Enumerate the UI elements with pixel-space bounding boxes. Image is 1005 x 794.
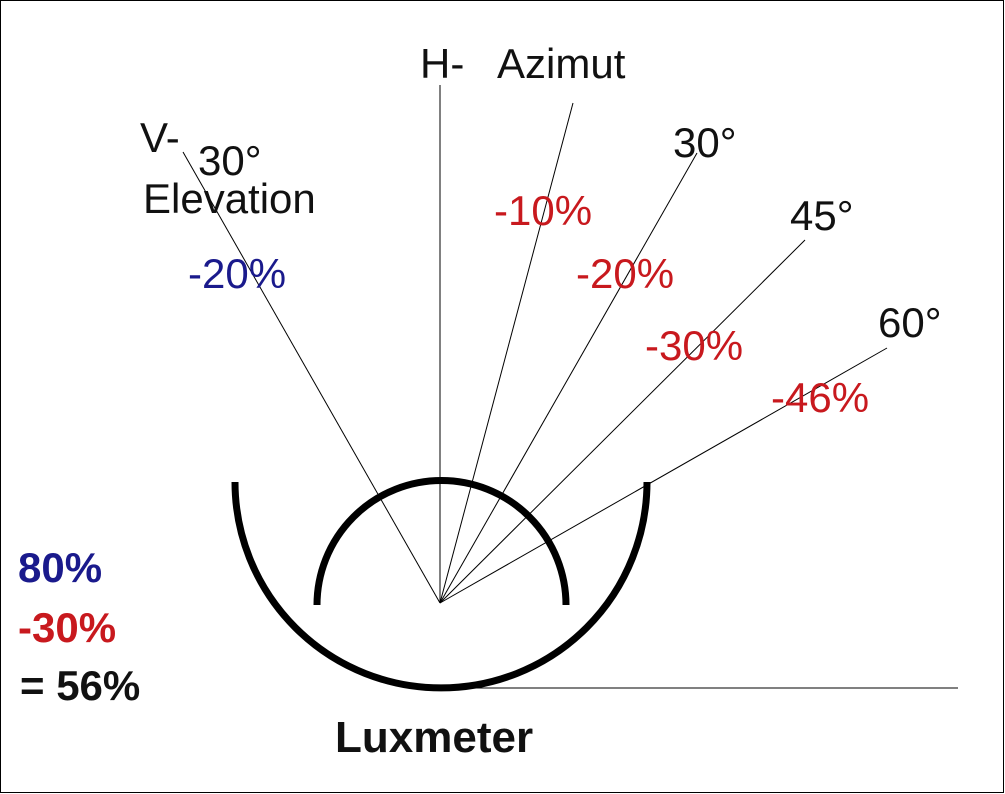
title: Luxmeter — [335, 713, 533, 762]
azimuth-label: Azimut — [497, 40, 626, 87]
ray-percent: -30% — [645, 322, 743, 369]
elevation-ray — [182, 151, 441, 604]
azimuth-ray — [439, 347, 888, 604]
elevation-prefix: V- — [140, 114, 180, 161]
ray-percent: -20% — [576, 250, 674, 297]
azimuth-ray — [439, 152, 698, 604]
ray-angle: 45° — [790, 192, 854, 239]
outer-arc — [231, 481, 651, 692]
azimuth-ray — [439, 102, 574, 604]
azimuth-ray — [439, 239, 806, 604]
ray-angle: 30° — [673, 119, 737, 166]
azimuth-prefix: H- — [420, 40, 464, 87]
summary-elevation: 80% — [18, 544, 102, 591]
inner-arc — [313, 477, 570, 606]
ray-percent: -10% — [494, 187, 592, 234]
summary-azimuth: -30% — [18, 604, 116, 651]
ray-angle: 60° — [878, 299, 942, 346]
elevation-label: Elevation — [143, 175, 316, 222]
summary-result: = 56% — [20, 662, 140, 709]
elevation-angle: 30° — [198, 137, 262, 184]
ray-percent: -46% — [771, 374, 869, 421]
elevation-percent: -20% — [188, 250, 286, 297]
